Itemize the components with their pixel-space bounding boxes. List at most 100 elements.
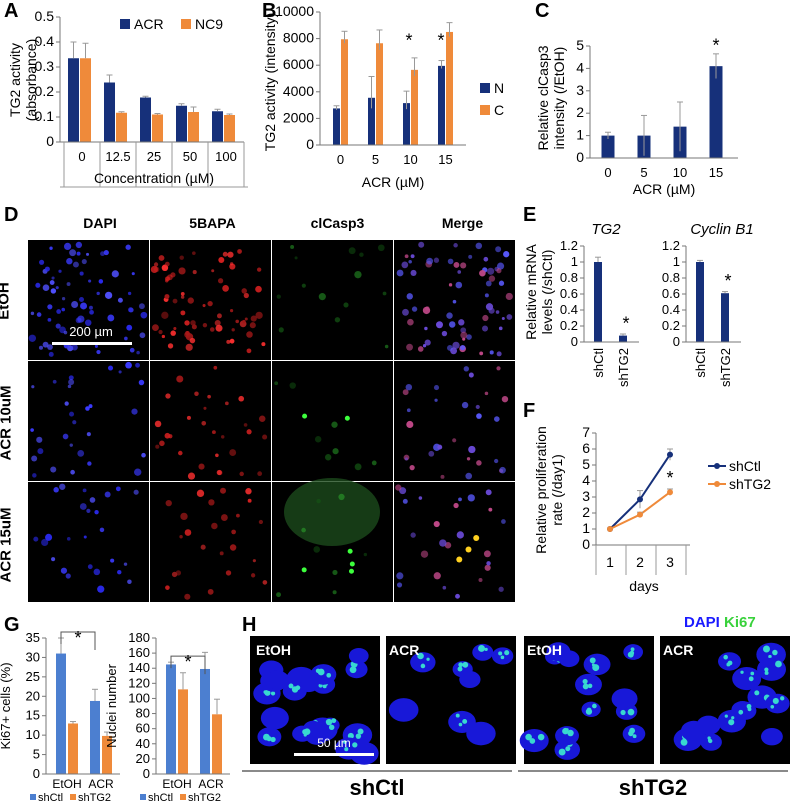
microscopy-cell — [71, 344, 78, 351]
microscopy-cell — [420, 550, 429, 558]
microscopy-cell — [406, 420, 414, 429]
microscopy-cell — [256, 267, 262, 272]
microscopy-cell — [77, 449, 85, 457]
microscopy-cell — [466, 334, 472, 340]
microscopy-cell — [238, 395, 245, 402]
g-xtick-label: ACR — [198, 777, 224, 791]
microscopy-cell — [207, 300, 213, 307]
microscopy-cell — [479, 351, 484, 356]
microscopy-cell — [496, 366, 501, 371]
microscopy-cell — [192, 270, 197, 275]
e-ytick-label: 0.2 — [662, 318, 680, 333]
microscopy-cell — [396, 269, 404, 277]
microscopy-cell — [408, 259, 412, 264]
microscopy-cell — [107, 314, 115, 322]
microscopy-ki67-focus — [264, 689, 271, 696]
microscopy-cell — [58, 269, 62, 273]
microscopy-cell — [402, 498, 408, 504]
microscopy-cell — [131, 408, 138, 415]
microscopy-ki67-focus — [352, 667, 357, 672]
b-bar-n — [368, 97, 375, 145]
b-bar-n — [403, 103, 410, 145]
microscopy-cell — [417, 346, 424, 352]
a-legend-swatch — [181, 19, 191, 29]
microscopy-tile — [150, 240, 271, 360]
microscopy-cell — [468, 372, 474, 378]
f-ytick-label: 5 — [582, 456, 590, 472]
microscopy-cell — [348, 247, 356, 255]
microscopy-cell — [411, 306, 418, 312]
microscopy-cell — [61, 307, 66, 312]
a-ytick-label: 0.2 — [35, 83, 55, 99]
microscopy-nucleus — [611, 688, 638, 710]
c-xtick-label: 5 — [640, 165, 647, 180]
f-ytick-label: 4 — [582, 472, 590, 488]
panel-label-f: F — [523, 400, 536, 422]
microscopy-cell — [409, 464, 415, 471]
microscopy-cell — [237, 249, 242, 254]
microscopy-cell — [98, 279, 104, 284]
g-legend-swatch — [140, 794, 146, 800]
microscopy-cell — [200, 544, 206, 550]
microscopy-cell — [235, 319, 240, 324]
microscopy-cell — [439, 539, 447, 547]
microscopy-cell — [178, 450, 183, 456]
microscopy-cell — [127, 579, 132, 585]
microscopy-cell — [86, 252, 90, 256]
microscopy-cell — [170, 330, 176, 336]
b-legend-swatch — [480, 83, 490, 93]
microscopy-cell — [207, 588, 214, 595]
col-header-clcasp3: clCasp3 — [310, 215, 365, 231]
microscopy-cell — [227, 251, 234, 258]
microscopy-cell — [496, 268, 502, 274]
microscopy-ki67-focus — [291, 686, 299, 693]
microscopy-ki67-focus — [462, 661, 469, 668]
microscopy-cell — [220, 514, 228, 521]
g-bar-shctl — [166, 664, 176, 774]
microscopy-cell — [501, 395, 509, 403]
a-xtick-label: 25 — [147, 149, 161, 164]
microscopy-cell — [468, 445, 476, 454]
microscopy-cell — [111, 270, 119, 278]
microscopy-cell — [410, 269, 417, 276]
microscopy-tile — [272, 240, 393, 360]
g-ytick-label: 180 — [128, 630, 150, 645]
c-xtick-label: 0 — [604, 165, 611, 180]
microscopy-cell — [218, 257, 225, 264]
microscopy-cell — [475, 404, 480, 410]
f-legend-marker — [714, 463, 720, 469]
microscopy-cell — [239, 471, 244, 477]
microscopy-cell — [262, 580, 268, 585]
b-ytick-label: 8000 — [283, 30, 314, 46]
microscopy-cell — [103, 249, 109, 256]
g-bar-shtg2 — [212, 714, 222, 774]
microscopy-cell — [125, 244, 131, 250]
microscopy-cell — [452, 341, 460, 349]
microscopy-h-grid — [250, 636, 790, 765]
microscopy-cell — [489, 350, 494, 355]
microscopy-cell — [258, 519, 264, 525]
f-xlabel: days — [629, 578, 659, 594]
microscopy-cell — [77, 315, 85, 323]
e-bar — [696, 262, 704, 342]
chart-g: 0 5 10 15 20 25 30 35 EtOH ACR * Ki67+ cells (%) shC… — [0, 628, 230, 804]
microscopy-cell — [153, 262, 159, 267]
g-annotation-star: * — [184, 652, 191, 672]
microscopy-cell — [135, 362, 140, 368]
microscopy-cell — [216, 313, 222, 319]
g-ytick-label: 40 — [136, 736, 150, 751]
microscopy-cell — [247, 498, 252, 503]
microscopy-cell — [89, 309, 94, 315]
microscopy-cell — [89, 305, 93, 310]
microscopy-ki67-focus — [738, 709, 744, 715]
microscopy-cell — [71, 300, 79, 308]
microscopy-cell — [404, 254, 409, 259]
microscopy-cell — [481, 325, 489, 332]
microscopy-ki67-focus — [567, 729, 574, 737]
microscopy-cell — [418, 496, 423, 500]
microscopy-cell — [158, 255, 165, 261]
microscopy-cell — [128, 307, 134, 313]
microscopy-cell — [461, 401, 469, 409]
g-bar-shtg2 — [102, 735, 112, 774]
microscopy-cell — [82, 488, 87, 493]
